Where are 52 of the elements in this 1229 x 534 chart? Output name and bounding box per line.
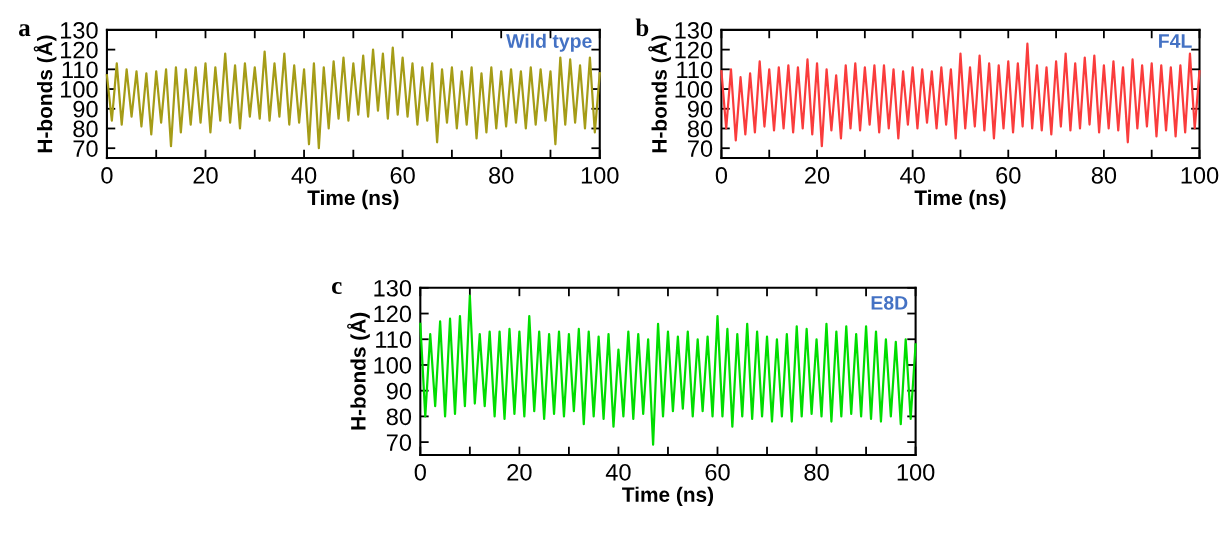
x-tick-label: 20 [507, 463, 532, 481]
x-tick-label: 0 [101, 167, 113, 184]
x-tick-label: 20 [193, 167, 218, 184]
x-tick-label: 80 [489, 167, 514, 184]
chart-title: c [332, 282, 342, 295]
y-tick-label: 130 [675, 21, 713, 39]
x-tick-label: 100 [1181, 167, 1219, 184]
y-tick-label: 120 [61, 41, 98, 59]
x-tick-label: 60 [996, 167, 1021, 184]
x-tick-label: 100 [897, 463, 935, 481]
y-tick-label: 70 [73, 140, 98, 157]
x-tick-label: 0 [715, 167, 728, 184]
x-tick-label: 20 [805, 167, 830, 184]
y-tick-label: 80 [386, 408, 412, 426]
x-tick-label: 40 [605, 463, 631, 481]
x-tick-label: 60 [390, 167, 415, 184]
chart-title: b [635, 18, 649, 37]
y-axis-title: H-bonds (Å) [648, 35, 671, 153]
y-axis-title: H-bonds (Å) [33, 35, 57, 153]
x-tick-label: 40 [900, 167, 925, 184]
y-tick-label: 80 [687, 120, 713, 138]
y-tick-label: 130 [61, 21, 98, 39]
line-series [419, 294, 917, 446]
y-tick-label: 120 [675, 41, 713, 59]
y-tick-label: 90 [386, 382, 412, 400]
chart-title: a [19, 24, 31, 37]
y-tick-label: 90 [73, 100, 98, 118]
x-axis-title: Time (ns) [622, 486, 714, 507]
x-tick-label: 100 [581, 167, 619, 184]
x-tick-label: 40 [291, 167, 317, 184]
y-tick-label: 110 [376, 331, 412, 349]
x-tick-label: 80 [804, 463, 829, 481]
y-tick-label: 90 [687, 100, 713, 118]
x-axis-title: Time (ns) [914, 189, 1006, 210]
y-tick-label: 100 [61, 81, 98, 98]
y-tick-label: 100 [374, 357, 412, 374]
y-axis-title: H-bonds (Å) [347, 312, 370, 430]
y-tick-label: 80 [73, 120, 98, 138]
x-tick-label: 80 [1091, 167, 1117, 184]
y-tick-label: 110 [677, 61, 713, 79]
x-axis-title: Time (ns) [307, 189, 399, 210]
annotation: Wild type [506, 33, 592, 52]
y-tick-label: 130 [374, 279, 412, 297]
y-tick-label: 120 [374, 305, 412, 323]
x-tick-label: 60 [705, 463, 730, 481]
y-tick-label: 70 [386, 434, 412, 451]
y-tick-label: 110 [62, 61, 98, 79]
annotation: F4L [1159, 34, 1192, 48]
x-tick-label: 0 [414, 463, 426, 481]
y-tick-label: 70 [688, 140, 713, 157]
annotation: E8D [871, 295, 908, 310]
y-tick-label: 100 [675, 81, 713, 98]
